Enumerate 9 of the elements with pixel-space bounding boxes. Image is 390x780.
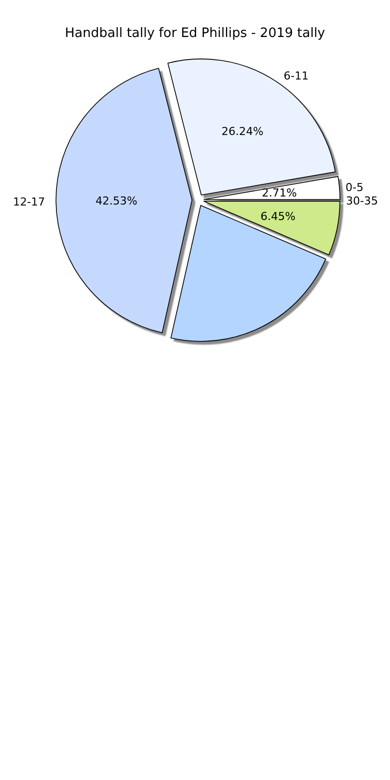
data-label: 26.24% (221, 125, 264, 138)
category-label: 30-35 (346, 194, 378, 208)
chart-title: Handball tally for Ed Phillips - 2019 tally (64, 26, 326, 41)
data-label: 2.71% (262, 186, 297, 200)
slice-label: 12-17 (13, 196, 46, 208)
data-label: 42.53% (95, 194, 138, 208)
data-label: 6.45% (260, 210, 296, 223)
slice-label: 6-11 (284, 69, 309, 82)
slice-label: 0-5 (345, 180, 364, 194)
